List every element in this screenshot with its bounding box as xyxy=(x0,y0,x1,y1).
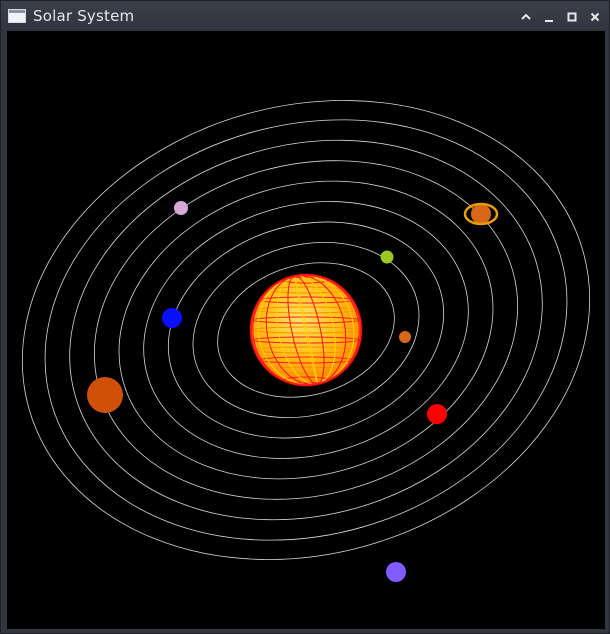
window-title: Solar System xyxy=(33,7,135,25)
planet-saturn-body xyxy=(471,204,491,224)
orbit-ring xyxy=(118,180,494,480)
window-icon xyxy=(8,9,26,23)
maximize-button[interactable] xyxy=(563,8,581,26)
sun[interactable] xyxy=(241,265,371,395)
planet-mercury[interactable] xyxy=(399,331,411,343)
sun-outline xyxy=(250,274,362,386)
orbit-ring xyxy=(21,100,591,560)
chevron-up-icon xyxy=(521,13,531,20)
planet-mars[interactable] xyxy=(162,308,182,328)
title-bar[interactable]: Solar System xyxy=(1,1,609,31)
close-button[interactable] xyxy=(586,8,604,26)
planet-venus[interactable] xyxy=(427,404,447,424)
planet-neptune[interactable] xyxy=(380,250,394,264)
minimize-icon xyxy=(545,20,553,22)
close-icon xyxy=(590,12,600,22)
orbit-ring xyxy=(69,139,543,521)
shade-button[interactable] xyxy=(517,8,535,26)
saturn-ring xyxy=(463,202,499,226)
solar-system-scene xyxy=(7,31,605,629)
orbit-ring xyxy=(167,221,445,439)
minimize-button[interactable] xyxy=(540,8,558,26)
render-viewport[interactable] xyxy=(7,31,605,629)
planet-uranus[interactable] xyxy=(174,201,188,215)
planet-jupiter[interactable] xyxy=(87,377,123,413)
orbit-ring xyxy=(192,241,420,419)
planet-group xyxy=(87,201,499,582)
orbit-group xyxy=(21,100,591,560)
planet-earth[interactable] xyxy=(386,562,406,582)
orbit-ring xyxy=(143,201,469,459)
orbit-ring xyxy=(217,262,395,398)
orbit-ring xyxy=(44,119,568,541)
maximize-icon xyxy=(567,12,577,22)
planet-saturn[interactable] xyxy=(463,202,499,226)
